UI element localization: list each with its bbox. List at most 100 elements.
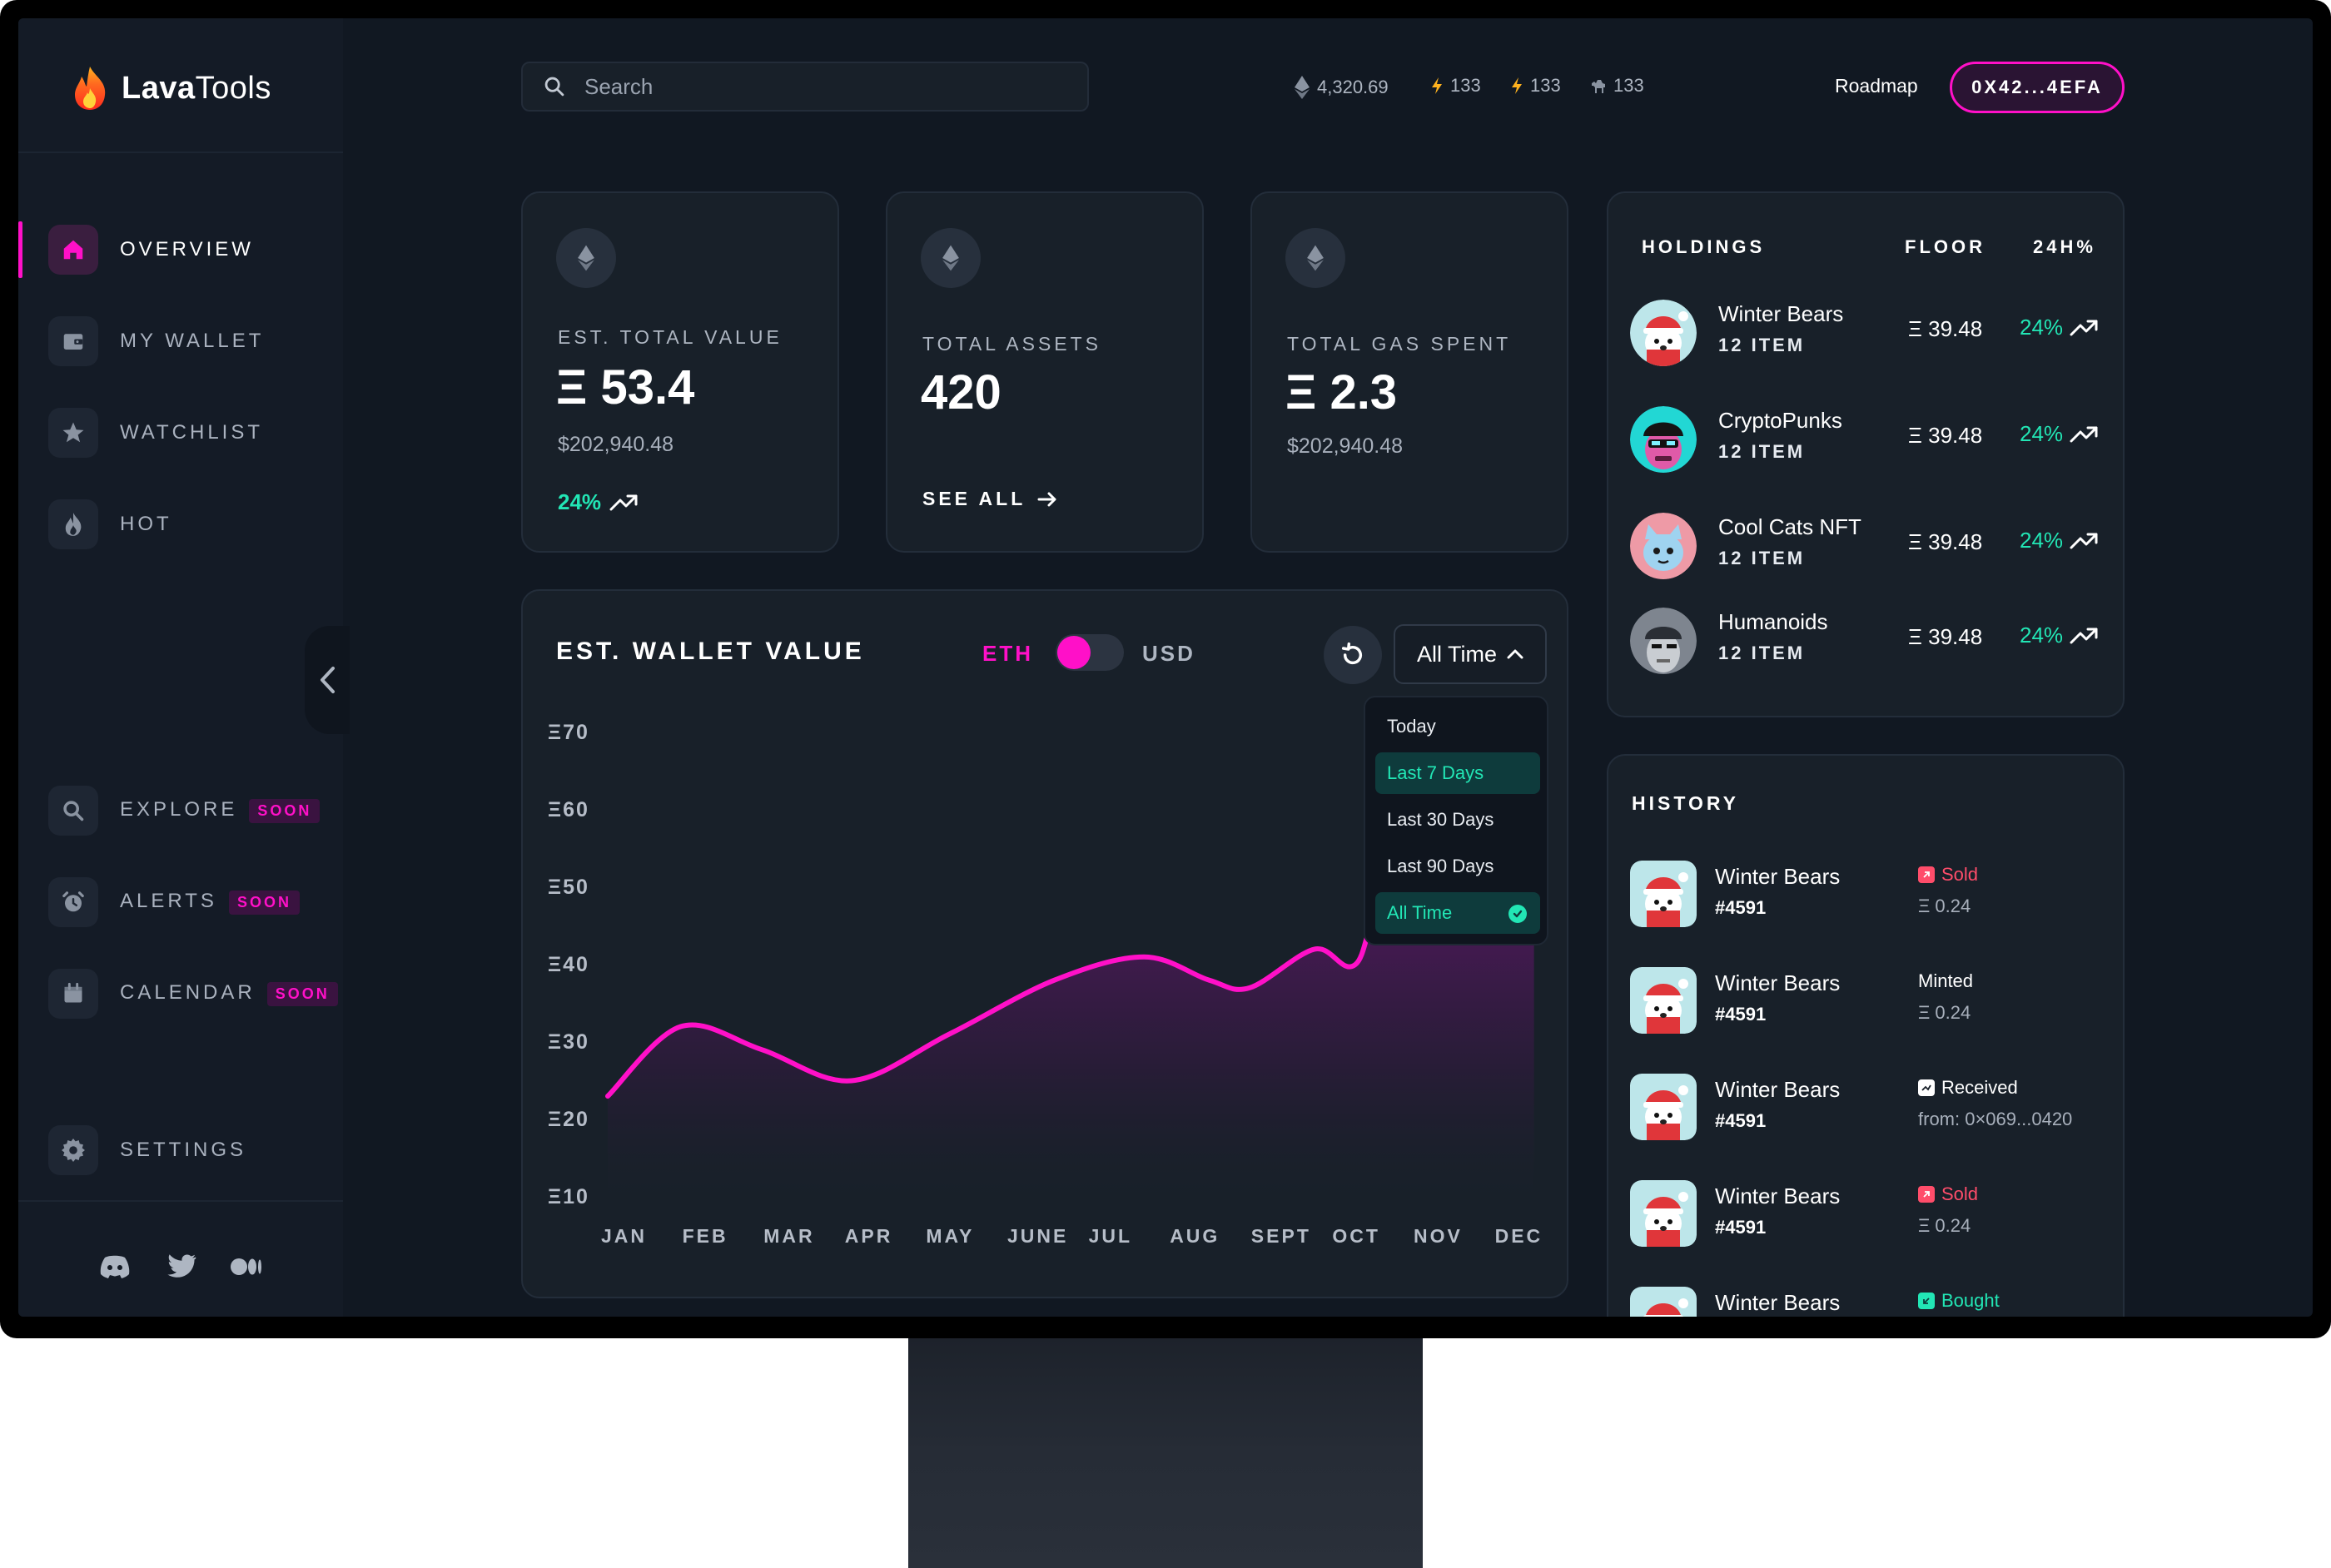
range-option-all-time[interactable]: All Time [1375,892,1540,934]
history-row[interactable]: Winter Bears #4591 Minted Ξ 0.24 [1608,967,2125,1042]
wallet-address-button[interactable]: 0X42...4EFA [1950,62,2125,113]
range-option-today[interactable]: Today [1387,716,1436,737]
x-tick-label: FEB [682,1225,728,1247]
gas-spent-card: TOTAL GAS SPENT Ξ 2.3 $202,940.48 [1250,191,1568,553]
medium-icon[interactable] [230,1250,263,1283]
collection-item-count: 12 ITEM [1718,335,1806,355]
sidebar-item-my-wallet[interactable]: MY WALLET [18,310,343,373]
history-row[interactable]: Winter Bears #4591 Sold Ξ 0.24 [1608,1180,2125,1255]
search-input[interactable] [584,73,1051,100]
history-row[interactable]: Winter Bears #4591 Received from: 0×069.… [1608,1074,2125,1149]
holding-row[interactable]: CryptoPunks 12 ITEM Ξ 39.48 24% [1608,406,2125,481]
see-all-link[interactable]: SEE ALL [922,488,1057,510]
history-status: Bought [1918,1290,2000,1312]
history-detail: from: 0×069...0420 [1918,1109,2073,1129]
trend-up-icon [2070,426,2098,442]
total-assets-card: TOTAL ASSETS 420 SEE ALL [886,191,1204,553]
nft-thumbnail [1630,967,1697,1034]
sidebar-item-label: CALENDAR SOON [120,981,338,1006]
eth-icon [921,228,981,288]
card-label: EST. TOTAL VALUE [558,326,783,348]
nft-name: Winter Bears [1715,1183,1841,1208]
sidebar-item-watchlist[interactable]: WATCHLIST [18,401,343,464]
trend-up-icon [2070,533,2098,548]
calendar-icon [48,969,98,1019]
currency-toggle[interactable] [1056,634,1124,671]
card-value: Ξ 2.3 [1285,365,1398,419]
range-option-last-30-days[interactable]: Last 30 Days [1387,809,1494,830]
x-tick-label: JUNE [1007,1225,1069,1247]
eth-price: 4,320.69 [1294,75,1389,100]
trend-up-icon [2070,320,2098,335]
sidebar-item-explore[interactable]: EXPLORE SOON [18,779,343,842]
y-tick-label: Ξ30 [548,1030,589,1054]
collection-avatar [1630,513,1697,579]
sidebar-item-label: EXPLORE SOON [120,798,321,823]
change-percent: 24% [2020,421,2100,447]
floor-header: FLOOR [1905,236,1986,257]
camel-stat: 133 [1590,75,1644,97]
history-row[interactable]: Winter Bears Bought [1608,1287,2125,1317]
soon-badge: SOON [228,890,300,915]
trend-up-icon [2070,628,2098,643]
eth-icon [556,228,616,288]
discord-icon[interactable] [98,1250,132,1283]
sidebar-item-calendar[interactable]: CALENDAR SOON [18,962,343,1025]
history-detail: Ξ 0.24 [1918,896,1971,916]
usd-toggle-label[interactable]: USD [1142,641,1195,666]
nft-name: Winter Bears [1715,1290,1841,1315]
x-tick-label: MAY [926,1225,975,1247]
sidebar-item-overview[interactable]: OVERVIEW [18,218,343,281]
twitter-icon[interactable] [165,1250,198,1283]
search-bar[interactable] [521,62,1089,112]
history-detail: Ξ 0.24 [1918,1215,1971,1236]
eth-icon [1295,76,1310,99]
refresh-button[interactable] [1324,626,1382,684]
nft-thumbnail [1630,1287,1697,1317]
chevron-up-icon [1507,649,1523,659]
holding-row[interactable]: Cool Cats NFT 12 ITEM Ξ 39.48 24% [1608,513,2125,588]
sidebar-item-label: WATCHLIST [120,421,263,444]
y-tick-label: Ξ60 [548,798,589,821]
gas-stat: 133 [1430,75,1481,97]
wallet-value-chart-card: EST. WALLET VALUE ETH USD All Time [521,589,1568,1298]
range-option-last-7-days[interactable]: Last 7 Days [1375,752,1540,794]
card-value: 420 [921,365,1001,419]
roadmap-link[interactable]: Roadmap [1835,75,1918,97]
change-percent: 24% [2020,528,2100,553]
time-range-dropdown: Today Last 7 Days Last 30 Days Last 90 D… [1364,696,1548,945]
wallet-icon [48,316,98,366]
time-range-select[interactable]: All Time [1394,624,1547,684]
change-percent: 24% [2020,623,2100,648]
history-row[interactable]: Winter Bears #4591 Sold Ξ 0.24 [1608,861,2125,935]
nft-thumbnail [1630,1074,1697,1140]
x-tick-label: JAN [601,1225,648,1247]
brand-name: LavaTools [122,70,271,106]
floor-price: Ξ 39.48 [1908,316,1983,341]
range-option-last-90-days[interactable]: Last 90 Days [1387,856,1494,876]
lightning-icon [1432,77,1442,94]
holding-row[interactable]: Humanoids 12 ITEM Ξ 39.48 24% [1608,608,2125,682]
collapse-sidebar-button[interactable] [305,626,350,734]
trend-up-icon [609,494,638,510]
monitor-frame: LavaTools OVERVIEW MY WALLET [0,0,2331,1338]
sidebar-item-hot[interactable]: HOT [18,493,343,556]
sidebar-item-settings[interactable]: SETTINGS [18,1119,343,1182]
sidebar-divider [18,1200,343,1202]
eth-toggle-label[interactable]: ETH [982,641,1033,666]
history-status: Received [1918,1077,2018,1099]
gear-icon [48,1125,98,1175]
nft-thumbnail [1630,861,1697,927]
logo[interactable]: LavaTools [70,65,271,112]
holdings-header: HOLDINGS [1642,236,1766,257]
holding-row[interactable]: Winter Bears 12 ITEM Ξ 39.48 24% [1608,300,2125,375]
nft-token-id: #4591 [1715,1110,1767,1131]
card-value: Ξ 53.4 [556,360,695,414]
history-status: Sold [1918,864,1978,886]
sidebar: LavaTools OVERVIEW MY WALLET [18,18,350,1317]
sidebar-divider [18,151,343,153]
sidebar-item-alerts[interactable]: ALERTS SOON [18,871,343,934]
change-header: 24H% [2033,236,2096,257]
nft-thumbnail [1630,1180,1697,1247]
history-status: Minted [1918,970,1974,991]
